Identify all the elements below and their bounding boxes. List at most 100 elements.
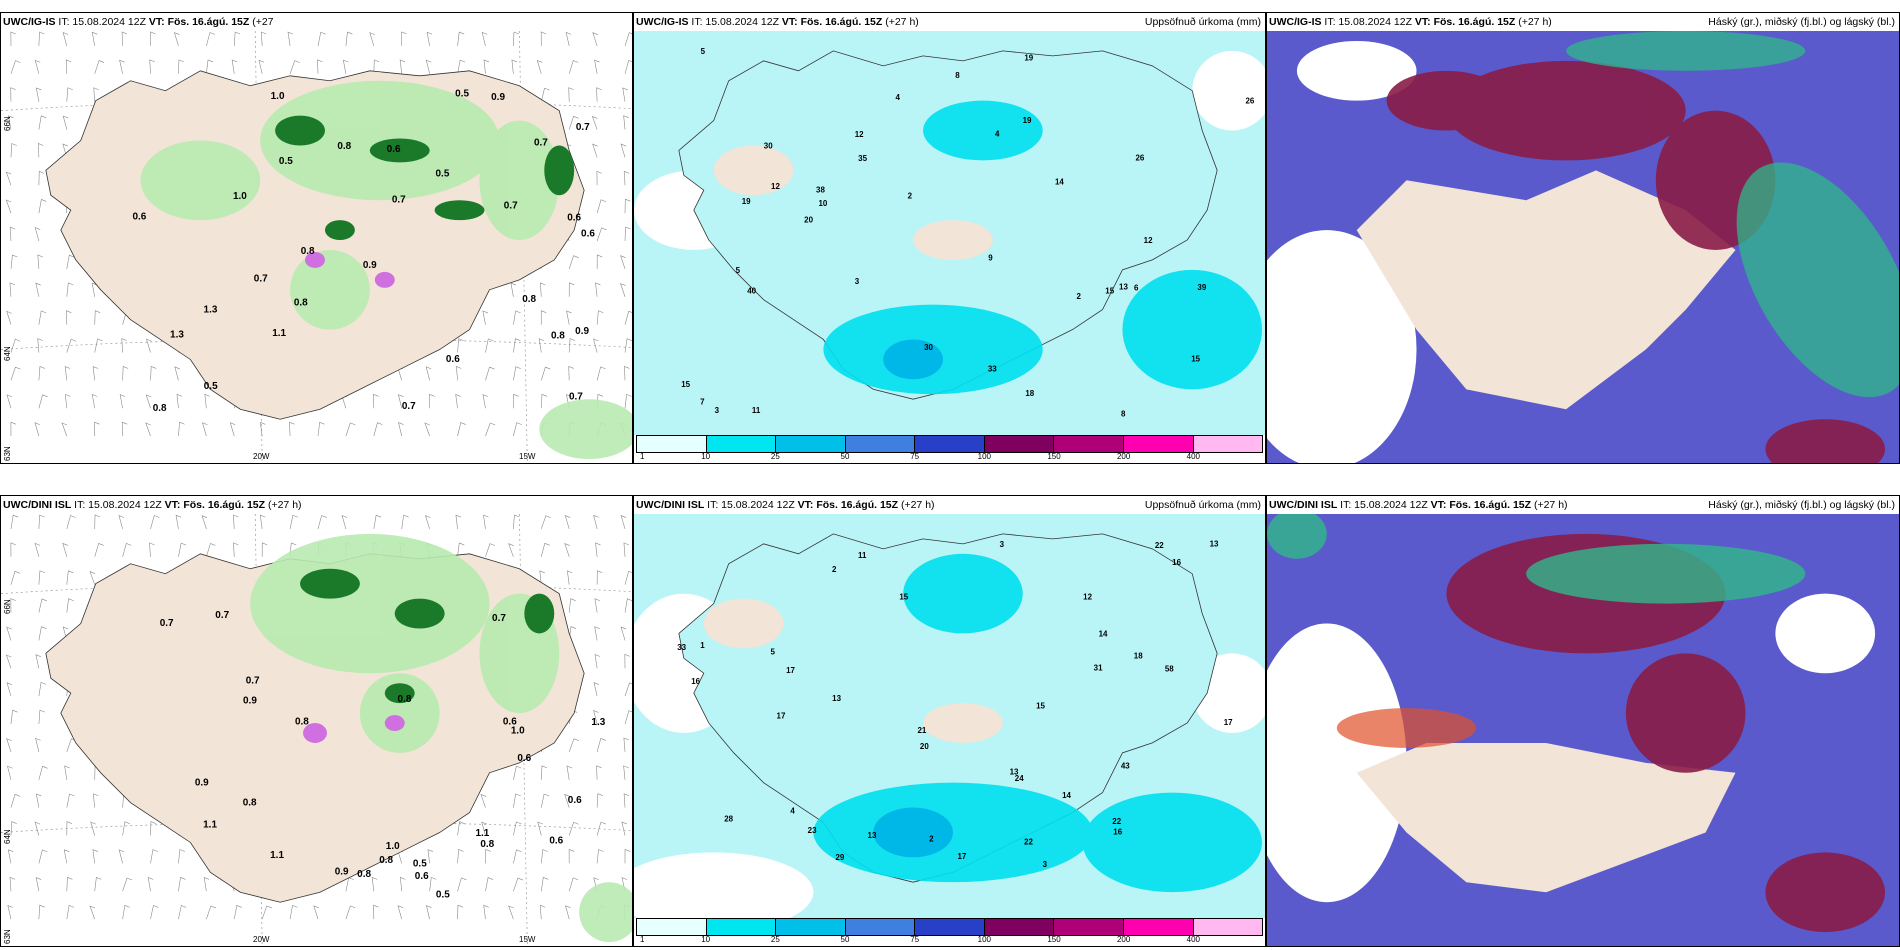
wind-barb xyxy=(566,570,573,585)
map-value-label: 22 xyxy=(1112,817,1121,826)
map-value-label: 13 xyxy=(1210,540,1219,549)
iceland-wind-svg: 0.91.00.80.71.31.10.80.90.60.70.80.60.80… xyxy=(1,514,632,946)
map-value-label: 0.6 xyxy=(549,835,563,846)
wind-barb xyxy=(485,543,496,557)
wind-barb xyxy=(345,905,356,920)
wind-barb xyxy=(122,542,132,557)
wind-barb xyxy=(595,282,601,297)
lead-time: (+27 h) xyxy=(1533,499,1568,511)
map-value-label: 1.1 xyxy=(203,820,217,831)
wind-barb xyxy=(38,366,46,381)
map-value-label: 0.8 xyxy=(153,403,167,414)
wind-barb xyxy=(513,366,521,381)
map-value-label: 0.6 xyxy=(568,795,582,806)
wind-barb xyxy=(37,143,44,158)
panel-bottom-right-cloud-map: UWC/DINI ISL IT: 15.08.2024 12Z VT: Fös.… xyxy=(1266,495,1900,947)
wind-barb xyxy=(38,199,47,214)
wind-barb xyxy=(457,31,465,46)
colorbar-swatch xyxy=(1193,919,1263,935)
wind-barb xyxy=(623,793,630,808)
wind-barb xyxy=(38,170,45,186)
wind-barb xyxy=(66,904,75,920)
wind-barb xyxy=(66,254,75,269)
valid-time: VT: Fös. 16.ágú. 15Z xyxy=(781,16,883,28)
wind-barb xyxy=(261,905,272,920)
wind-barb xyxy=(147,877,154,892)
model-name: UWC/DINI ISL xyxy=(1269,499,1338,511)
colorbar-label: 150 xyxy=(1047,935,1061,944)
colorbar-label: 50 xyxy=(840,452,850,461)
colorbar-label: 400 xyxy=(1186,452,1201,461)
map-value-label: 9 xyxy=(988,253,993,262)
map-value-label: 43 xyxy=(1121,761,1130,770)
wind-barb xyxy=(62,31,69,47)
wind-barb xyxy=(622,87,628,102)
wind-barb xyxy=(511,59,518,74)
wind-barb xyxy=(485,877,494,892)
wind-barb xyxy=(540,793,550,808)
wind-barb xyxy=(540,849,548,864)
map-value-label: 0.8 xyxy=(551,330,565,341)
wind-barb xyxy=(66,515,76,530)
wind-barb xyxy=(259,514,266,529)
wind-barb xyxy=(397,905,404,920)
precip-map: 3 2 4 5 18 22 17 13 20 23 28 33 21 13 31 22 16 16 43 58 22 24… xyxy=(634,514,1265,918)
wind-barb xyxy=(595,542,601,557)
wind-barb xyxy=(513,514,520,529)
wind-barb xyxy=(9,282,15,297)
model-name: UWC/IG-IS xyxy=(3,16,56,28)
map-value-label: 5 xyxy=(770,648,775,657)
wind-barb xyxy=(66,310,72,325)
map-value-label: 0.7 xyxy=(215,610,229,621)
colorbar-swatch xyxy=(1054,919,1124,935)
panel-header: UWC/DINI ISL IT: 15.08.2024 12Z VT: Fös.… xyxy=(1267,496,1899,514)
wind-barb xyxy=(206,59,214,74)
map-value-label: 20 xyxy=(804,215,813,224)
wind-barb xyxy=(568,366,574,381)
wind-barb xyxy=(568,598,576,613)
wind-barb xyxy=(457,877,467,892)
wind-barb xyxy=(624,59,632,74)
wind-barb xyxy=(373,514,382,529)
wind-barb xyxy=(508,905,514,920)
init-time: IT: 15.08.2024 12Z xyxy=(58,16,146,28)
map-value-label: 0.7 xyxy=(402,401,416,412)
wind-barb xyxy=(5,171,12,186)
wind-barb xyxy=(508,543,514,557)
wind-barb xyxy=(202,422,208,437)
wind-barb xyxy=(513,31,520,46)
wind-barb xyxy=(596,366,606,381)
wind-barb xyxy=(594,598,601,613)
map-value-label: 20 xyxy=(920,742,929,751)
valid-time: VT: Fös. 16.ágú. 15Z xyxy=(1430,499,1532,511)
map-value-label: 11 xyxy=(752,406,761,415)
map-value-label: 21 xyxy=(918,726,927,735)
colorbar-swatch xyxy=(637,436,707,452)
map-value-label: 7 xyxy=(700,398,705,407)
wind-barb xyxy=(10,514,19,529)
colorbar-label: 50 xyxy=(840,935,850,944)
wind-barb xyxy=(92,793,99,808)
wind-barb xyxy=(62,542,68,557)
wind-barb xyxy=(624,366,630,381)
wind-barb xyxy=(150,821,156,836)
wind-barb xyxy=(342,59,349,74)
wind-barb xyxy=(564,515,571,530)
map-value-label: 5 xyxy=(701,47,706,56)
wind-barb xyxy=(122,877,133,892)
wind-barb xyxy=(624,570,632,585)
precip-map: 4 2 3 5 12 30 26 15 33 39 19 26 8 10 7 15 19 40 11 8 9 35 38 19… xyxy=(634,31,1265,435)
cloud-map xyxy=(1267,514,1899,946)
wind-barb xyxy=(540,282,546,297)
colorbar-swatch xyxy=(1193,436,1263,452)
map-value-label: 2 xyxy=(832,565,837,574)
wind-barb xyxy=(456,366,462,381)
wind-barb xyxy=(399,876,406,892)
map-value-label: 31 xyxy=(1094,664,1103,673)
wind-barb xyxy=(513,849,522,864)
wind-barb xyxy=(457,59,466,74)
map-value-label: 0.7 xyxy=(254,274,268,285)
map-value-label: 16 xyxy=(1113,827,1122,836)
map-value-label: 58 xyxy=(1165,665,1174,674)
map-value-label: 0.7 xyxy=(569,391,583,402)
